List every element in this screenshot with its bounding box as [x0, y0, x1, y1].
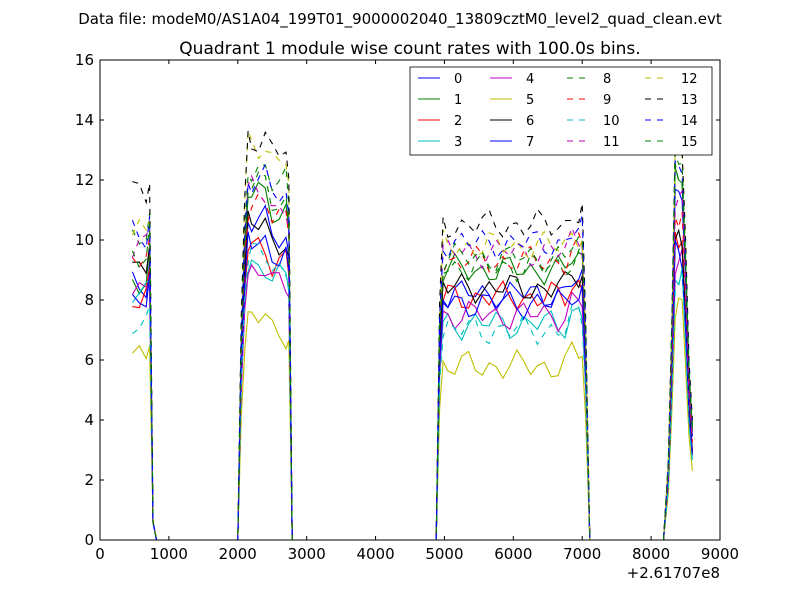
- legend-label-0: 0: [454, 72, 462, 87]
- series-line-13: [132, 130, 693, 540]
- series-layer: [131, 130, 693, 540]
- legend-label-4: 4: [526, 72, 534, 87]
- plot-frame: [99, 59, 721, 541]
- x-tick-label: 9000: [701, 545, 739, 563]
- y-tick-label: 8: [84, 291, 94, 309]
- x-tick-label: 3000: [288, 545, 326, 563]
- x-tick-label: 4000: [356, 545, 394, 563]
- y-tick-label: 10: [75, 231, 94, 249]
- legend-label-12: 12: [681, 72, 698, 87]
- series-line-5: [131, 297, 693, 540]
- legend-label-2: 2: [454, 114, 462, 129]
- y-tick-label: 2: [84, 471, 94, 489]
- x-tick-labels: 0 1000 2000 3000 4000 5000 6000 7000 8000 9000: [95, 545, 739, 563]
- legend-label-7: 7: [526, 135, 534, 150]
- x-tick-label: 7000: [563, 545, 601, 563]
- x-tick-label: 0: [95, 545, 105, 563]
- x-tick-label: 6000: [494, 545, 532, 563]
- legend-label-3: 3: [454, 135, 462, 150]
- legend-label-11: 11: [603, 135, 620, 150]
- legend-label-5: 5: [526, 93, 534, 108]
- x-offset-label: +2.61707e8: [627, 564, 720, 582]
- series-line-14: [131, 159, 693, 540]
- legend-label-15: 15: [681, 135, 698, 150]
- x-tick-label: 1000: [150, 545, 188, 563]
- legend-label-9: 9: [603, 93, 611, 108]
- y-tick-label: 0: [84, 531, 94, 549]
- y-tick-label: 16: [75, 51, 94, 69]
- legend-label-8: 8: [603, 72, 611, 87]
- x-tick-label: 2000: [219, 545, 257, 563]
- series-line-15: [131, 152, 693, 540]
- y-tick-label: 12: [75, 171, 94, 189]
- legend-label-13: 13: [681, 93, 698, 108]
- y-tick-label: 6: [84, 351, 94, 369]
- legend-box: [409, 66, 713, 156]
- x-tick-label: 8000: [632, 545, 670, 563]
- y-tick-label: 4: [84, 411, 94, 429]
- chart-title: Quadrant 1 module wise count rates with …: [179, 39, 640, 59]
- legend-label-1: 1: [454, 93, 462, 108]
- legend-label-10: 10: [603, 114, 620, 129]
- legend-label-6: 6: [526, 114, 534, 129]
- y-tick-labels: 0 2 4 6 8 10 12 14 16: [75, 51, 94, 549]
- x-tick-label: 5000: [425, 545, 463, 563]
- chart-suptitle: Data file: modeM0/AS1A04_199T01_90000020…: [78, 10, 722, 29]
- legend-label-14: 14: [681, 114, 698, 129]
- series-line-10: [132, 242, 693, 540]
- y-tick-label: 14: [75, 111, 94, 129]
- series-line-9: [131, 192, 693, 540]
